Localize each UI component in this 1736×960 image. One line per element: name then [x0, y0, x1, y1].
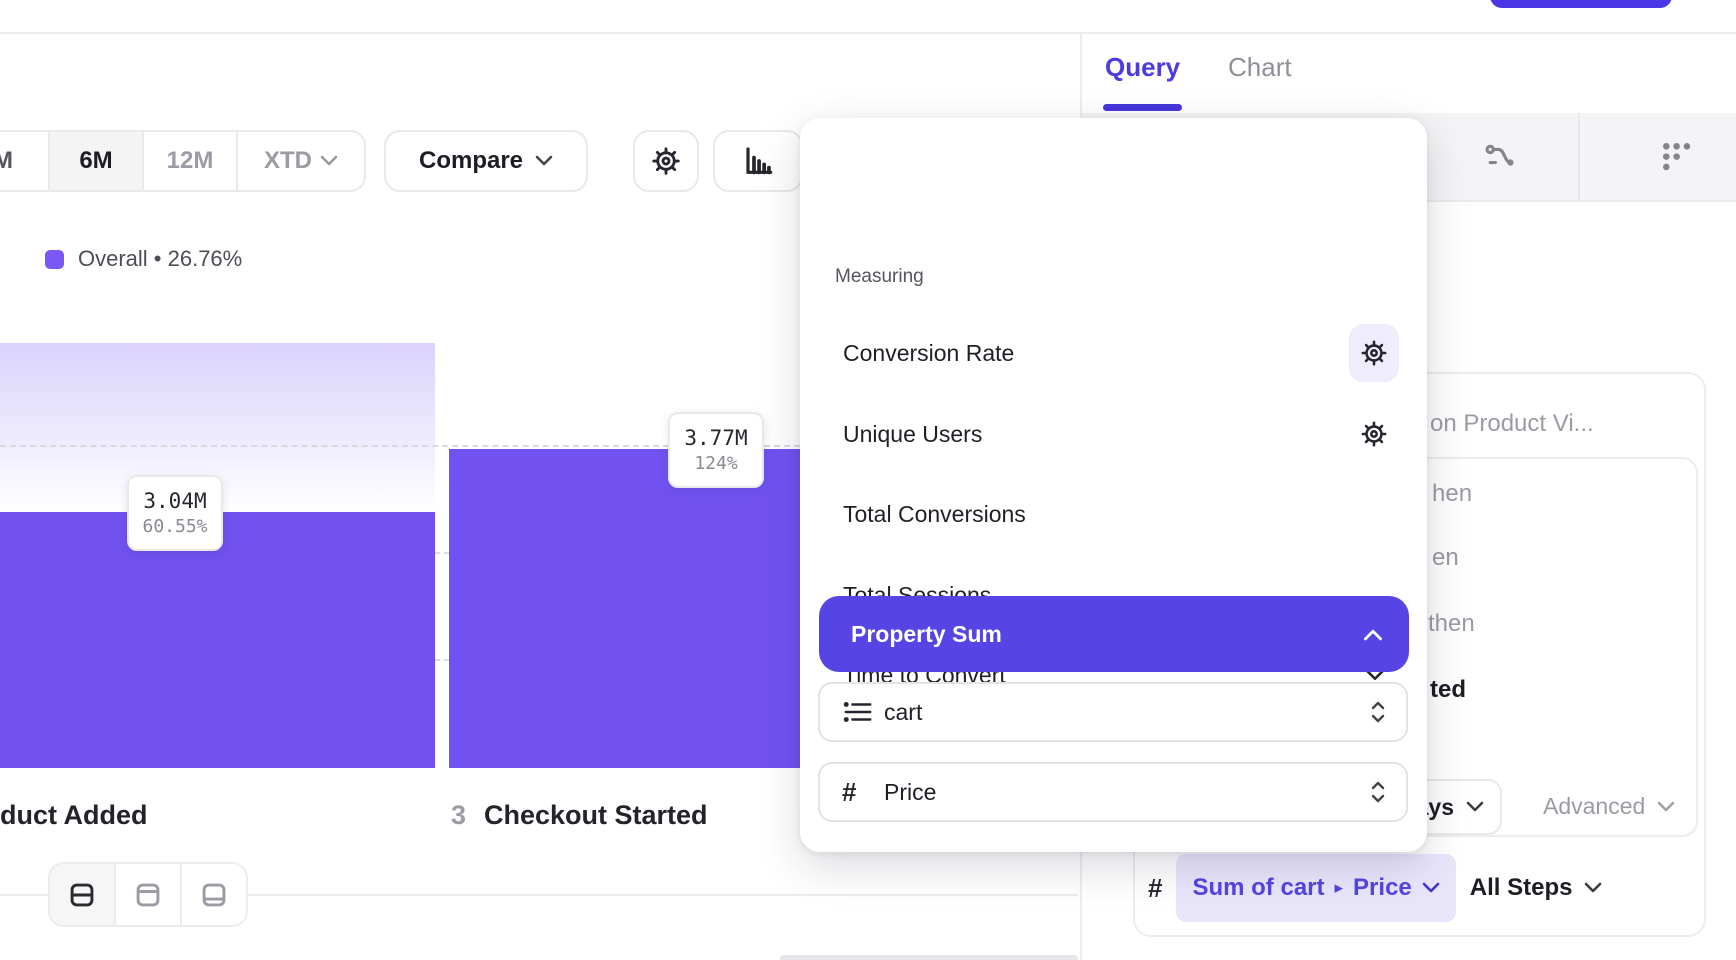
- panel-title: Measuring: [835, 266, 924, 287]
- compare-button[interactable]: Compare: [384, 130, 588, 192]
- option-unique-users[interactable]: Unique Users: [800, 404, 1427, 464]
- step-label-product-added: duct Added: [0, 800, 148, 830]
- pct-text: 124%: [694, 453, 738, 475]
- chevron-up-icon: [1364, 629, 1382, 640]
- all-steps-label: All Steps: [1469, 874, 1573, 901]
- chart-type-button[interactable]: [713, 130, 803, 192]
- value-text: 3.77M: [684, 426, 748, 451]
- legend: Overall • 26.76%: [45, 246, 242, 272]
- step-labels-row: duct Added 3 Checkout Started: [0, 800, 1080, 834]
- steps-grid-button[interactable]: [1650, 130, 1702, 182]
- time-range-m[interactable]: M: [0, 132, 50, 190]
- pct-text: 60.55%: [142, 516, 208, 538]
- step-label-checkout-started: Checkout Started: [484, 800, 708, 830]
- toolbar-divider: [1578, 113, 1580, 200]
- time-range-label: 12M: [166, 147, 214, 174]
- breakdown-row: # Sum of cart ▸ Price All Steps: [1148, 853, 1602, 923]
- measuring-dropdown-panel: Measuring Conversion Rate Unique Users: [800, 118, 1427, 852]
- funnel-bar-checkout-started[interactable]: [449, 449, 810, 768]
- property-select-cart[interactable]: cart: [818, 682, 1408, 742]
- option-property-sum-selected[interactable]: Property Sum: [819, 596, 1409, 672]
- subproperty-select-price[interactable]: # Price: [818, 762, 1408, 822]
- chevron-down-icon: [320, 155, 338, 166]
- gear-icon: [1361, 340, 1387, 366]
- time-range-label: XTD: [264, 147, 312, 174]
- flows-icon: [1485, 144, 1514, 166]
- panel-bottom-icon: [202, 883, 226, 906]
- compare-label: Compare: [418, 147, 524, 174]
- gridline-fragment: [435, 552, 449, 554]
- list-property-icon: [842, 699, 884, 725]
- property-name: cart: [884, 698, 923, 725]
- step-row-fragment: ted: [1430, 676, 1466, 703]
- layout-header-top-button[interactable]: [116, 864, 182, 925]
- layout-split-rows-button[interactable]: [50, 864, 116, 925]
- number-property-icon: #: [842, 776, 857, 807]
- subproperty-name: Price: [884, 778, 937, 805]
- step-row-fragment: en: [1432, 544, 1459, 571]
- step-row-fragment: hen: [1432, 480, 1473, 507]
- chevron-down-icon: [1466, 801, 1484, 812]
- updown-selector-icon: [1371, 781, 1385, 803]
- step-row-fragment: then: [1428, 610, 1475, 637]
- sum-of-cart-price-chip[interactable]: Sum of cart ▸ Price: [1176, 854, 1456, 922]
- funnel-bar-product-added[interactable]: [0, 512, 435, 768]
- panel-top-icon: [136, 883, 160, 906]
- primary-button[interactable]: [1490, 0, 1672, 8]
- option-settings-button[interactable]: [1349, 324, 1399, 382]
- selected-option-label: Property Sum: [851, 620, 1002, 647]
- option-conversion-rate[interactable]: Conversion Rate: [800, 323, 1427, 383]
- legend-label: Overall • 26.76%: [78, 246, 243, 271]
- chevron-down-icon: [1658, 801, 1675, 811]
- chart-settings-button[interactable]: [633, 130, 699, 192]
- layout-toggle-group: [48, 862, 248, 927]
- top-divider: [0, 32, 1736, 34]
- chevron-down-icon: [1366, 669, 1384, 680]
- gear-icon: [1361, 421, 1387, 447]
- option-label: Total Conversions: [843, 500, 1026, 527]
- chevron-down-icon: [1585, 882, 1602, 893]
- tab-chart[interactable]: Chart: [1228, 52, 1292, 82]
- chip-left-text: Sum of cart: [1192, 874, 1325, 901]
- value-label-product-added: 3.04M 60.55%: [127, 475, 223, 551]
- flows-button[interactable]: [1474, 130, 1526, 182]
- advanced-dropdown[interactable]: Advanced: [1543, 793, 1675, 820]
- option-total-conversions[interactable]: Total Conversions: [800, 484, 1427, 544]
- advanced-label: Advanced: [1543, 793, 1646, 819]
- updown-selector-icon: [1371, 701, 1385, 723]
- active-tab-indicator: [1103, 104, 1182, 111]
- time-range-label: M: [0, 147, 13, 175]
- time-range-xtd[interactable]: XTD: [238, 132, 364, 190]
- section-divider: [0, 894, 1078, 896]
- chevron-down-icon: [1422, 882, 1440, 893]
- time-range-control: M 6M 12M XTD: [0, 130, 366, 192]
- option-settings-button[interactable]: [1349, 405, 1399, 463]
- table-top-edge: [780, 955, 1078, 960]
- gear-icon: [652, 147, 680, 175]
- split-horizontal-icon: [70, 883, 94, 906]
- value-text: 3.04M: [143, 489, 207, 514]
- value-label-checkout-started: 3.77M 124%: [668, 412, 764, 488]
- chip-right-text: Price: [1353, 874, 1412, 901]
- layout-panel-bottom-button[interactable]: [182, 864, 246, 925]
- chevron-down-icon: [535, 155, 553, 166]
- card-header-fragment: on Product Vi...: [1430, 410, 1594, 437]
- number-property-icon: #: [1148, 872, 1163, 903]
- time-range-12m[interactable]: 12M: [144, 132, 238, 190]
- time-range-6m[interactable]: 6M: [50, 132, 144, 190]
- legend-swatch: [45, 249, 64, 269]
- arrow-right-icon: ▸: [1334, 878, 1344, 897]
- all-steps-dropdown[interactable]: All Steps: [1470, 874, 1603, 902]
- tab-query[interactable]: Query: [1105, 52, 1181, 82]
- gridline-fragment: [435, 659, 449, 661]
- reference-dashed-line: [0, 445, 800, 447]
- option-label: Conversion Rate: [843, 339, 1015, 366]
- time-range-label: 6M: [79, 147, 113, 174]
- dots-funnel-icon: [1663, 143, 1691, 171]
- histogram-icon: [746, 147, 773, 175]
- step-number: 3: [451, 800, 467, 830]
- option-label: Unique Users: [843, 420, 983, 447]
